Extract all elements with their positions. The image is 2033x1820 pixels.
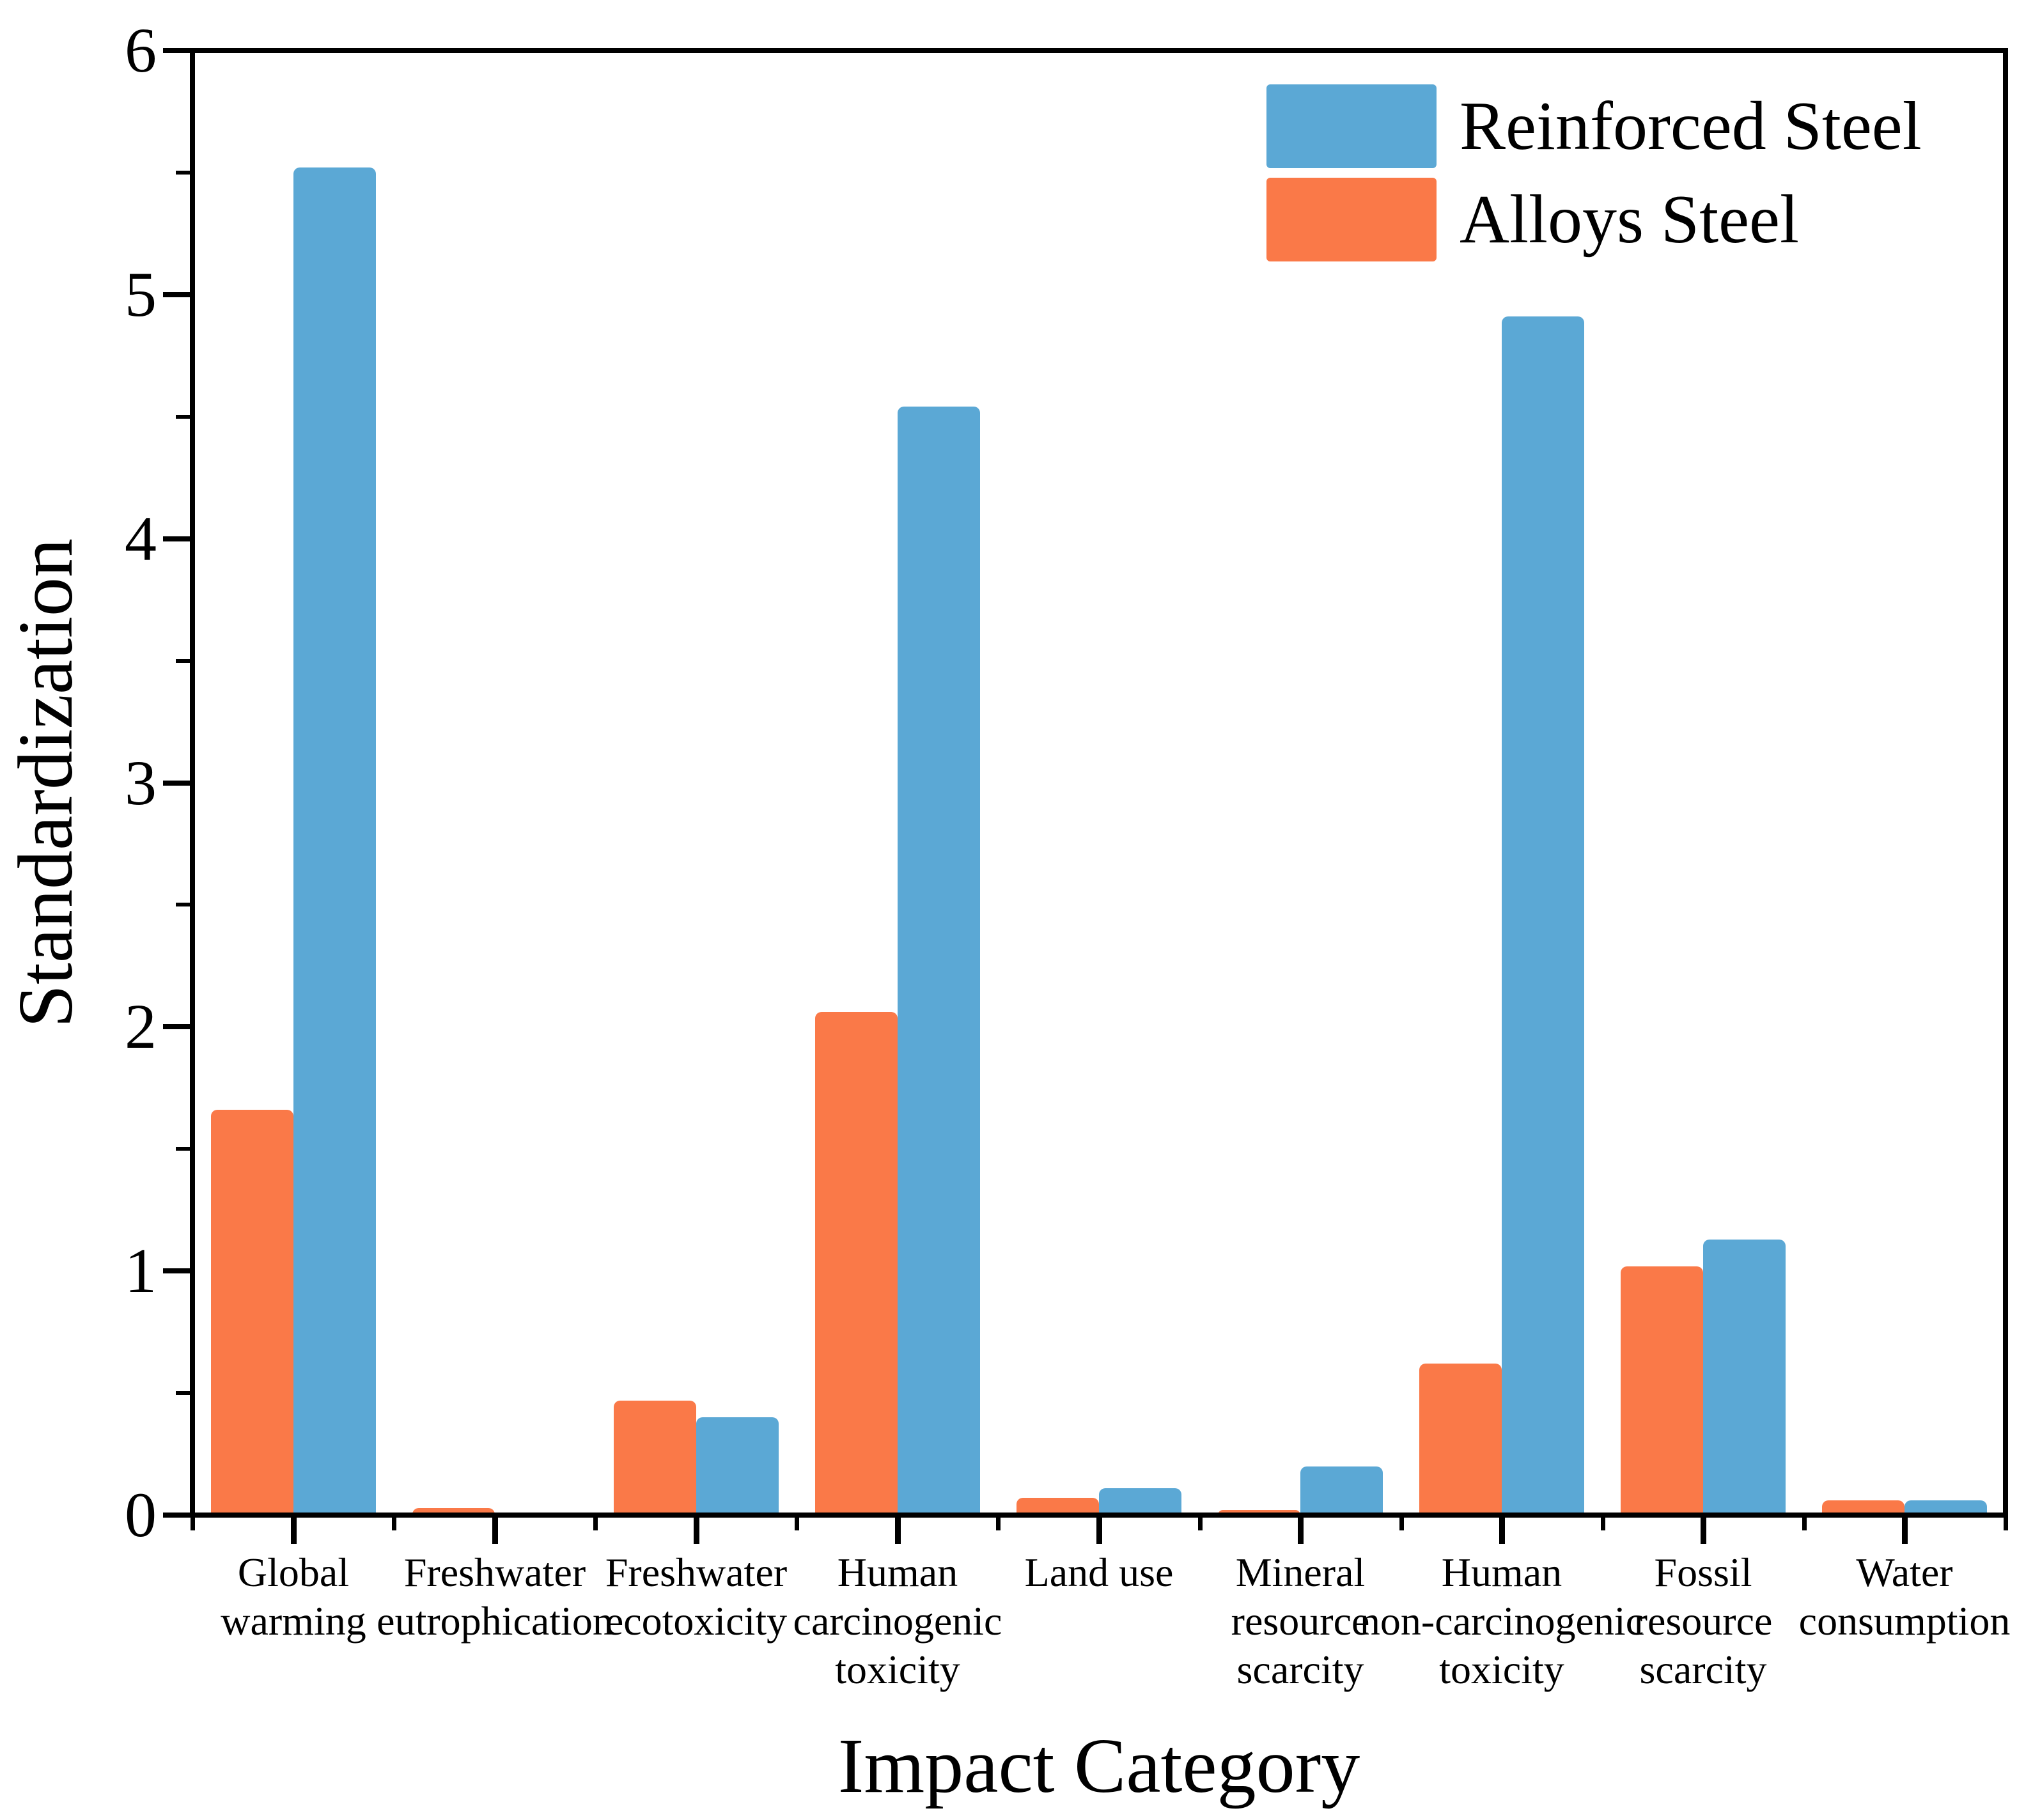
x-minor-tick-9 (2004, 1515, 2008, 1530)
bar-reinforced-steel-global-warming (293, 167, 376, 1515)
legend-item-alloys-steel: Alloys Steel (1266, 178, 1922, 261)
bar-alloys-steel-human-carcinogenic-toxicity (815, 1012, 898, 1515)
x-tick-label-fossil-resource-scarcity: Fossil resource scarcity (1633, 1550, 1773, 1692)
x-minor-tick-1 (392, 1515, 396, 1530)
x-axis-title: Impact Category (837, 1723, 1360, 1809)
bar-alloys-steel-fossil-resource-scarcity (1621, 1266, 1703, 1515)
x-tick-label-human-non-carcinogenic-toxicity: Human non-carcinogenic toxicity (1359, 1550, 1644, 1692)
x-tick-label-human-carcinogenic-toxicity: Human carcinogenic toxicity (793, 1550, 1002, 1692)
x-major-tick-freshwater-eutrophication (492, 1515, 498, 1544)
bar-reinforced-steel-water-consumption (1904, 1500, 1987, 1515)
x-major-tick-fossil-resource-scarcity (1701, 1515, 1706, 1544)
x-major-tick-water-consumption (1902, 1515, 1908, 1544)
x-major-tick-mineral-resource-scarcity (1298, 1515, 1304, 1544)
y-tick-label-6: 6 (125, 15, 157, 86)
bar-alloys-steel-water-consumption (1822, 1500, 1904, 1515)
x-minor-tick-3 (795, 1515, 799, 1530)
bar-alloys-steel-freshwater-ecotoxicity (614, 1401, 696, 1515)
x-major-tick-land-use (1096, 1515, 1102, 1544)
x-minor-tick-4 (996, 1515, 1001, 1530)
bar-reinforced-steel-human-carcinogenic-toxicity (898, 407, 980, 1515)
y-major-tick-2 (163, 1024, 190, 1029)
x-major-tick-human-carcinogenic-toxicity (895, 1515, 901, 1544)
y-minor-tick-1.5 (176, 1147, 190, 1151)
y-minor-tick-3.5 (176, 659, 190, 663)
y-minor-tick-5.5 (176, 171, 190, 175)
x-major-tick-global-warming (291, 1515, 297, 1544)
bar-alloys-steel-human-non-carcinogenic-toxicity (1419, 1364, 1502, 1515)
legend-label-reinforced-steel: Reinforced Steel (1460, 88, 1922, 164)
y-major-tick-4 (163, 536, 190, 541)
bar-reinforced-steel-mineral-resource-scarcity (1300, 1466, 1383, 1515)
y-tick-label-1: 1 (125, 1235, 157, 1306)
x-minor-tick-6 (1399, 1515, 1404, 1530)
x-tick-label-global-warming: Global warming (221, 1550, 366, 1644)
bar-alloys-steel-freshwater-eutrophication (412, 1508, 495, 1515)
x-minor-tick-8 (1802, 1515, 1807, 1530)
legend-swatch-reinforced-steel (1266, 84, 1437, 168)
bar-reinforced-steel-human-non-carcinogenic-toxicity (1502, 316, 1584, 1515)
bar-alloys-steel-global-warming (211, 1110, 293, 1515)
y-tick-label-3: 3 (125, 747, 157, 818)
x-tick-label-mineral-resource-scarcity: Mineral resource scarcity (1231, 1550, 1370, 1692)
legend: Reinforced Steel Alloys Steel (1266, 84, 1922, 261)
x-tick-label-freshwater-ecotoxicity: Freshwater ecotoxicity (605, 1550, 788, 1644)
y-axis-title: Standardization (3, 538, 89, 1028)
x-minor-tick-7 (1601, 1515, 1605, 1530)
y-major-tick-6 (163, 48, 190, 53)
y-tick-label-4: 4 (125, 503, 157, 574)
y-tick-label-2: 2 (125, 991, 157, 1062)
y-tick-label-0: 0 (125, 1479, 157, 1550)
x-major-tick-human-non-carcinogenic-toxicity (1499, 1515, 1505, 1544)
y-major-tick-1 (163, 1268, 190, 1273)
legend-label-alloys-steel: Alloys Steel (1460, 182, 1799, 258)
legend-item-reinforced-steel: Reinforced Steel (1266, 84, 1922, 168)
x-minor-tick-2 (593, 1515, 598, 1530)
x-tick-label-freshwater-eutrophication: Freshwater eutrophication (377, 1550, 613, 1644)
y-major-tick-3 (163, 781, 190, 786)
bar-alloys-steel-land-use (1016, 1498, 1099, 1515)
y-tick-label-5: 5 (125, 259, 157, 330)
x-tick-label-land-use: Land use (1024, 1550, 1174, 1595)
y-major-tick-0 (163, 1513, 190, 1518)
y-major-tick-5 (163, 292, 190, 297)
y-minor-tick-0.5 (176, 1391, 190, 1395)
x-tick-label-water-consumption: Water consumption (1798, 1550, 2011, 1644)
bar-reinforced-steel-freshwater-ecotoxicity (696, 1417, 779, 1515)
y-minor-tick-4.5 (176, 415, 190, 419)
bar-reinforced-steel-fossil-resource-scarcity (1703, 1240, 1786, 1515)
x-minor-tick-5 (1198, 1515, 1203, 1530)
bar-alloys-steel-mineral-resource-scarcity (1218, 1510, 1300, 1515)
x-major-tick-freshwater-ecotoxicity (694, 1515, 699, 1544)
y-minor-tick-2.5 (176, 903, 190, 906)
legend-swatch-alloys-steel (1266, 178, 1437, 261)
bar-reinforced-steel-land-use (1099, 1488, 1181, 1515)
x-minor-tick-0 (191, 1515, 195, 1530)
